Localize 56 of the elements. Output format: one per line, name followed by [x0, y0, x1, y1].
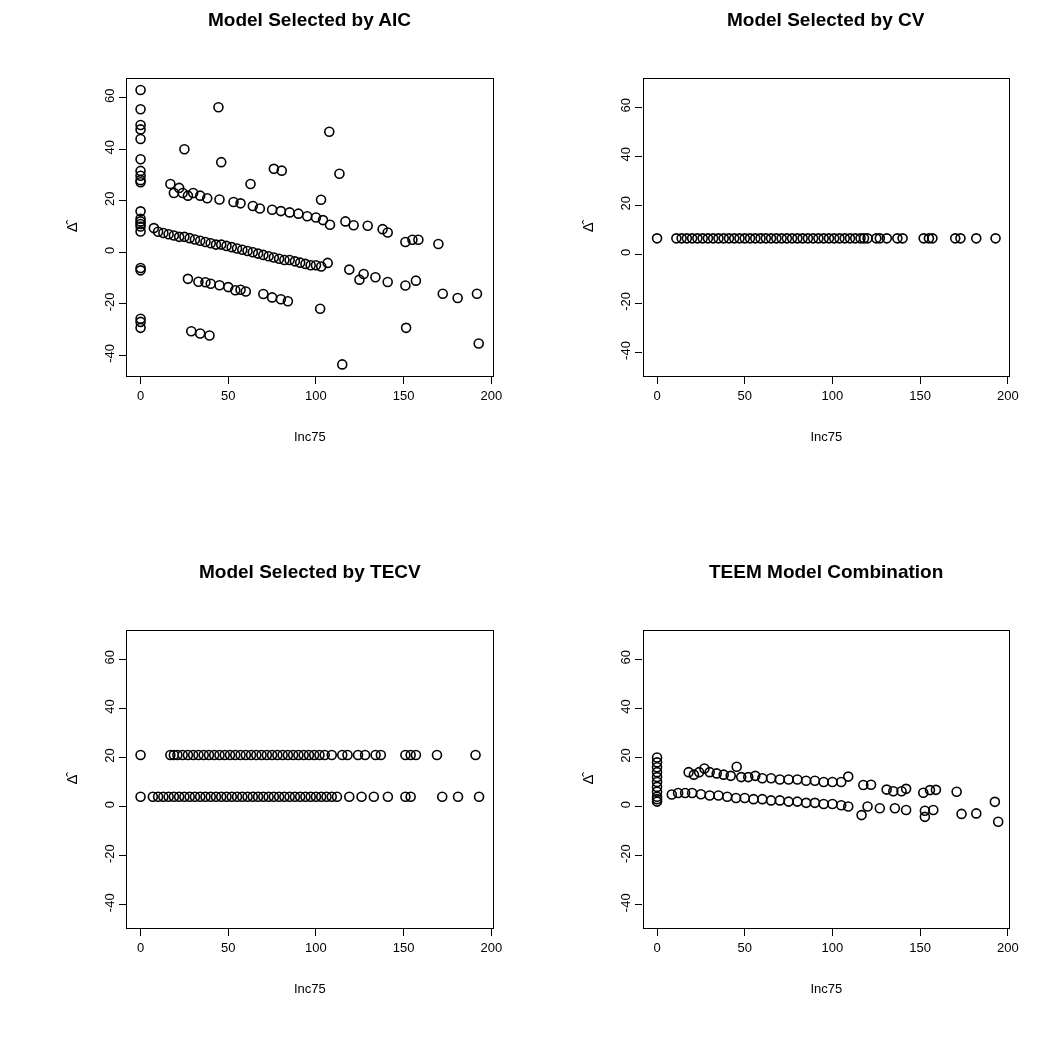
- y-tick-label: 60: [618, 97, 634, 113]
- y-tick-label: 0: [618, 800, 634, 809]
- y-tick-label: -40: [101, 344, 117, 363]
- y-tick-label: -40: [618, 341, 634, 360]
- y-axis-title: Δ̂: [579, 771, 597, 785]
- x-tick-label: 0: [136, 387, 145, 403]
- y-tick-label: -20: [101, 292, 117, 312]
- x-tick-label: 50: [737, 387, 752, 403]
- y-tick-label: -20: [618, 844, 634, 864]
- x-tick-label: 200: [480, 387, 503, 403]
- x-tick-label: 200: [996, 387, 1019, 403]
- x-tick-label: 0: [653, 939, 661, 955]
- x-tick-label: 0: [136, 939, 145, 955]
- x-tick-label: 150: [392, 387, 415, 403]
- y-axis-title: Δ̂: [579, 219, 597, 233]
- y-tick-label: -40: [101, 893, 117, 913]
- x-axis-title: Inc75: [293, 429, 326, 445]
- x-tick-label: 100: [821, 939, 844, 955]
- x-tick-label: 200: [480, 939, 503, 955]
- y-tick-label: -20: [101, 844, 117, 864]
- x-tick-label: 200: [996, 939, 1019, 955]
- x-tick-label: 0: [653, 387, 661, 403]
- x-tick-label: 150: [909, 939, 931, 955]
- y-axis-title: Δ̂: [62, 219, 80, 233]
- chart-title: TEEM Model Combination: [709, 561, 944, 582]
- y-tick-label: 0: [618, 248, 634, 256]
- x-tick-label: 100: [305, 387, 327, 403]
- x-tick-label: 100: [305, 939, 327, 955]
- y-tick-label: -20: [618, 292, 634, 311]
- y-tick-label: 60: [101, 650, 117, 665]
- x-axis-title: Inc75: [810, 981, 843, 997]
- y-tick-label: 40: [618, 146, 634, 162]
- y-tick-label: 20: [618, 748, 634, 763]
- x-tick-label: 150: [392, 939, 415, 955]
- x-tick-label: 150: [909, 387, 931, 403]
- y-tick-label: 0: [101, 800, 117, 809]
- x-axis-title: Inc75: [810, 429, 843, 445]
- y-tick-label: 20: [618, 196, 634, 211]
- y-tick-label: -40: [618, 893, 634, 913]
- chart-title: Model Selected by AIC: [208, 9, 412, 30]
- y-tick-label: 0: [101, 246, 117, 254]
- y-tick-label: 40: [618, 699, 634, 714]
- x-tick-label: 50: [221, 387, 236, 403]
- y-tick-label: 20: [101, 748, 117, 763]
- y-tick-label: 40: [101, 699, 117, 714]
- y-tick-label: 60: [101, 88, 117, 103]
- y-tick-label: 40: [101, 140, 117, 155]
- chart-title: Model Selected by TECV: [199, 561, 422, 582]
- x-tick-label: 50: [221, 939, 236, 955]
- y-axis-title: Δ̂: [62, 771, 80, 785]
- chart-title: Model Selected by CV: [727, 9, 925, 30]
- x-axis-title: Inc75: [293, 981, 326, 997]
- x-tick-label: 100: [821, 387, 844, 403]
- y-tick-label: 60: [618, 650, 634, 665]
- x-tick-label: 50: [737, 939, 752, 955]
- y-tick-label: 20: [101, 191, 117, 207]
